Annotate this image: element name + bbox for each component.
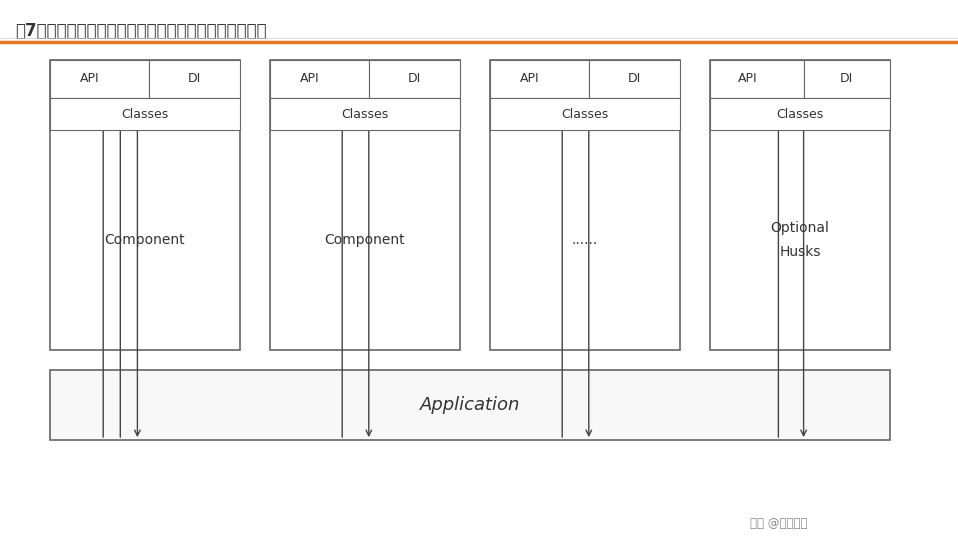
Text: Classes: Classes (341, 107, 389, 120)
Bar (270, 60, 460, 350)
Bar (50, 370, 890, 440)
Text: DI: DI (188, 72, 201, 85)
Bar (369, 60, 460, 98)
Bar (490, 60, 680, 350)
Bar (710, 98, 890, 130)
Text: 图7：应用通过接口调用相关模块并对底层数据进行修改: 图7：应用通过接口调用相关模块并对底层数据进行修改 (15, 22, 266, 40)
Bar (589, 60, 680, 98)
Bar (490, 98, 680, 130)
Bar (148, 60, 240, 98)
Bar (270, 60, 369, 98)
Text: DI: DI (408, 72, 421, 85)
Text: Classes: Classes (776, 107, 824, 120)
Text: DI: DI (840, 72, 854, 85)
Text: DI: DI (627, 72, 641, 85)
Bar (804, 60, 890, 98)
Bar (50, 60, 148, 98)
Text: API: API (738, 72, 757, 85)
Bar (710, 60, 890, 350)
Text: Component: Component (104, 233, 185, 247)
Bar (490, 60, 589, 98)
Text: 头条 @未来智库: 头条 @未来智库 (750, 517, 808, 530)
Text: Classes: Classes (122, 107, 169, 120)
Bar (710, 60, 804, 98)
Bar (50, 98, 240, 130)
Bar (270, 98, 460, 130)
Text: Optional: Optional (770, 221, 830, 235)
Text: API: API (300, 72, 319, 85)
Text: Classes: Classes (561, 107, 608, 120)
Text: ......: ...... (572, 233, 598, 247)
Text: Component: Component (325, 233, 405, 247)
Text: Husks: Husks (779, 245, 821, 259)
Text: API: API (80, 72, 100, 85)
Bar (50, 60, 240, 350)
Text: API: API (519, 72, 539, 85)
Text: Application: Application (420, 396, 520, 414)
